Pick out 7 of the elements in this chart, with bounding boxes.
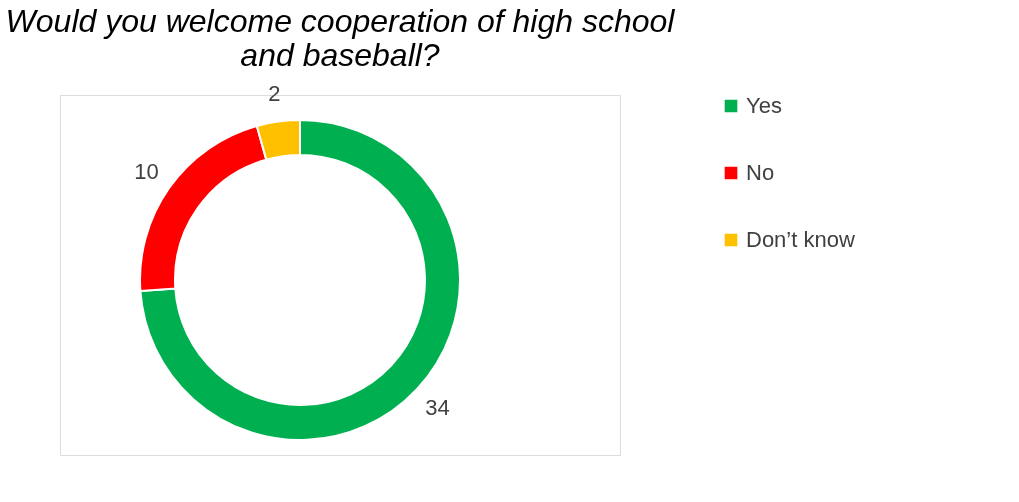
legend-label: No [746,160,775,185]
data-label: 34 [425,395,450,421]
legend-label: Yes [746,93,782,118]
text: Would you welcome cooperation of high school [5,2,675,39]
legend-label: Don’t know [746,227,855,252]
data-label: 10 [134,158,159,184]
data-label: 2 [268,80,281,106]
